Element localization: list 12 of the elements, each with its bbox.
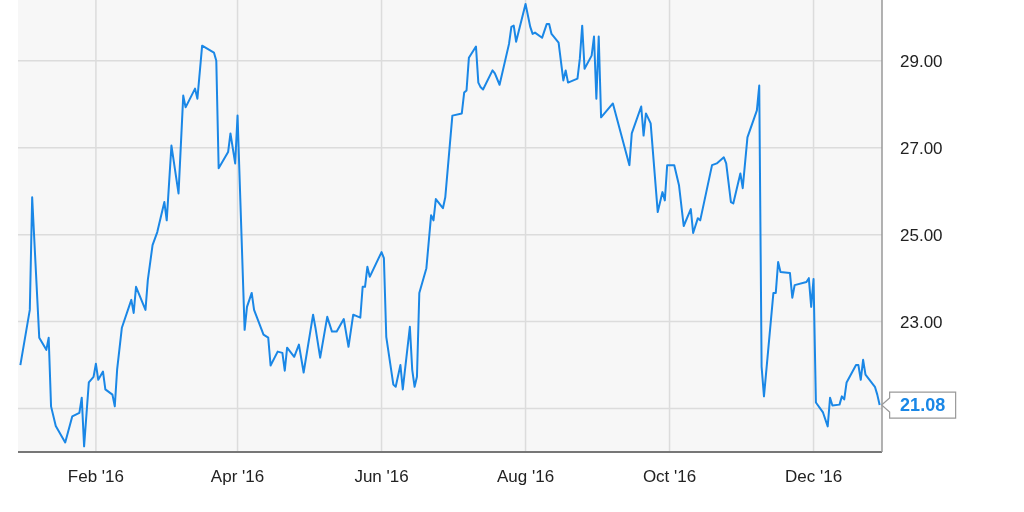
x-tick-label: Jun '16 — [354, 467, 409, 487]
x-tick-label: Oct '16 — [642, 467, 697, 487]
x-tick-label: Feb '16 — [67, 467, 124, 487]
x-tick-label: Dec '16 — [784, 467, 843, 487]
line-series — [19, 2, 881, 448]
y-tick-label: 25.00 — [900, 225, 943, 245]
y-tick-label: 27.00 — [900, 138, 943, 158]
y-tick-label: 23.00 — [900, 312, 943, 332]
x-tick-label: Apr '16 — [210, 467, 265, 487]
y-tick-label: 29.00 — [900, 51, 943, 71]
x-tick-label: Aug '16 — [496, 467, 555, 487]
annotation: 21.08 — [900, 395, 946, 416]
